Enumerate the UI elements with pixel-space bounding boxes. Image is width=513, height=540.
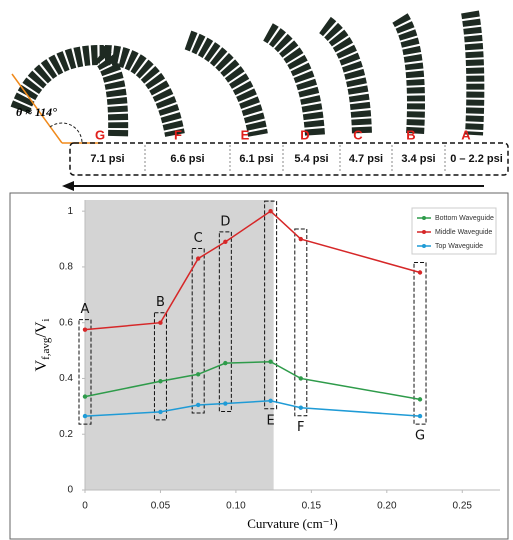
data-point	[82, 394, 88, 399]
data-point	[223, 239, 228, 245]
data-point	[195, 372, 201, 377]
state-letter: E	[241, 127, 250, 142]
y-axis-label-part: /V	[33, 321, 50, 337]
actuator	[262, 23, 325, 136]
y-axis-label-part: i	[40, 319, 52, 322]
y-tick-label: 0	[67, 485, 73, 496]
point-label: C	[194, 231, 203, 246]
data-point	[268, 398, 273, 403]
point-label: A	[81, 302, 90, 317]
data-point	[417, 270, 423, 275]
point-label: E	[267, 413, 275, 428]
data-point	[417, 413, 423, 419]
state-letter: D	[300, 127, 309, 142]
y-tick-label: 1	[67, 206, 73, 217]
pressure-label: 4.7 psi	[349, 153, 383, 165]
pressure-label: 6.6 psi	[170, 153, 204, 165]
data-point	[223, 401, 228, 406]
x-tick-label: 0.05	[151, 501, 171, 512]
pressure-label: 3.4 psi	[401, 153, 435, 165]
x-tick-label: 0	[82, 501, 88, 512]
legend-label: Middle Waveguide	[435, 229, 492, 236]
point-label: B	[156, 295, 165, 310]
legend-marker	[422, 216, 426, 220]
data-point	[417, 397, 423, 402]
data-point	[82, 413, 88, 419]
state-letter: C	[353, 127, 363, 142]
data-point	[158, 379, 163, 384]
x-tick-label: 0.20	[377, 501, 397, 512]
actuator	[392, 13, 425, 136]
highlight-box	[78, 319, 92, 425]
legend-marker	[422, 230, 426, 234]
state-letter: A	[461, 127, 471, 142]
highlight-box	[153, 312, 167, 421]
shaded-region	[85, 200, 274, 490]
data-point	[195, 402, 201, 408]
highlight-box	[294, 228, 308, 417]
angle-label: θ ≈ 114°	[16, 105, 57, 119]
pressure-label: 7.1 psi	[90, 153, 124, 165]
chart-frame	[9, 192, 509, 540]
pressure-box	[69, 142, 509, 176]
y-axis-label-part: f,avg	[40, 337, 52, 360]
pressure-label: 0 – 2.2 psi	[450, 153, 503, 165]
x-axis-label: Curvature (cm⁻¹)	[247, 516, 338, 531]
y-tick-label: 0.8	[59, 262, 73, 273]
x-tick-label: 0.10	[226, 501, 246, 512]
data-point	[298, 236, 303, 242]
actuator	[461, 10, 485, 136]
y-axis-label: Vf,avg/Vi	[33, 319, 52, 372]
actuator	[318, 16, 372, 136]
legend-label: Bottom Waveguide	[435, 215, 494, 222]
data-point	[298, 376, 303, 381]
x-tick-label: 0.15	[302, 501, 322, 512]
actuator	[10, 44, 129, 139]
data-point	[268, 208, 273, 214]
point-label: F	[297, 420, 304, 435]
y-tick-label: 0.6	[59, 317, 73, 328]
data-point	[82, 327, 88, 332]
data-point	[158, 320, 163, 325]
highlight-box	[264, 200, 278, 410]
point-label: D	[220, 214, 230, 229]
highlight-box	[413, 262, 427, 425]
y-axis-label-part: V	[33, 359, 50, 371]
actuator	[104, 45, 185, 137]
legend-marker	[422, 244, 426, 248]
data-point	[195, 256, 201, 261]
data-point	[223, 360, 228, 366]
pressure-label: 5.4 psi	[294, 153, 328, 165]
state-letter: G	[95, 127, 105, 142]
arrow-head	[62, 181, 74, 191]
data-point	[158, 409, 163, 415]
actuator	[184, 30, 268, 137]
state-letter: F	[174, 127, 182, 142]
highlight-box	[191, 248, 205, 414]
actuator-photos	[10, 10, 485, 144]
y-tick-label: 0.4	[59, 373, 73, 384]
x-tick-label: 0.25	[453, 501, 473, 512]
highlight-box	[218, 231, 232, 413]
y-tick-label: 0.2	[59, 429, 73, 440]
state-letter: B	[406, 127, 415, 142]
data-point	[298, 405, 303, 410]
pressure-label: 6.1 psi	[239, 153, 273, 165]
angle-arc	[49, 122, 83, 144]
legend-label: Top Waveguide	[435, 243, 483, 250]
point-label: G	[415, 429, 425, 444]
data-point	[268, 359, 273, 364]
